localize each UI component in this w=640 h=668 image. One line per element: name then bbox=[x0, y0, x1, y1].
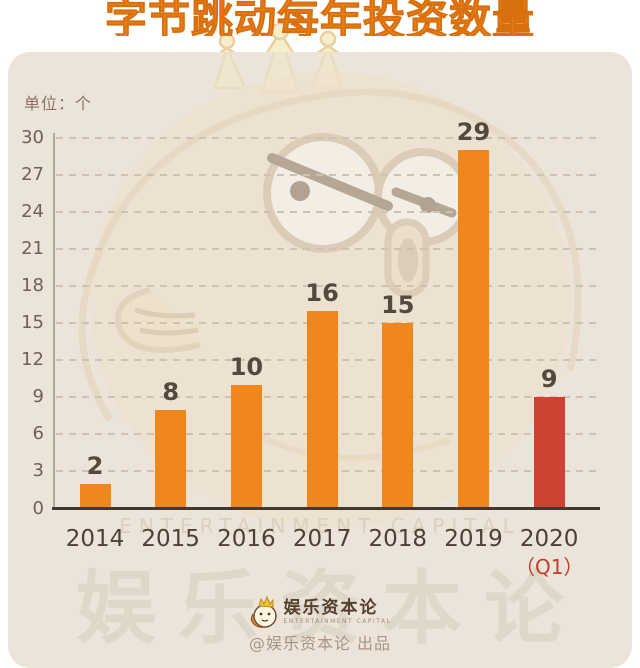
mascot-watermark-icon bbox=[78, 52, 582, 528]
chart-panel: ENTERTAINMENT CAPITAL 娱乐资本论 bbox=[8, 52, 632, 668]
brand-name: 娱乐资本论 bbox=[283, 597, 379, 618]
watermark-chinese-text: 娱乐资本论 bbox=[76, 562, 586, 655]
credit-line: @娱乐资本论 出品 bbox=[248, 634, 392, 653]
watermark-english-text: ENTERTAINMENT CAPITAL bbox=[119, 514, 521, 538]
brand-subtitle: ENTERTAINMENT CAPITAL bbox=[283, 617, 392, 625]
page-title: 字节跳动每年投资数量 bbox=[104, 0, 535, 36]
page-title-band: 字节跳动每年投资数量 bbox=[0, 0, 640, 36]
brand-mascot-icon bbox=[250, 595, 277, 628]
brand-logo-row: 娱乐资本论 ENTERTAINMENT CAPITAL bbox=[0, 594, 640, 630]
